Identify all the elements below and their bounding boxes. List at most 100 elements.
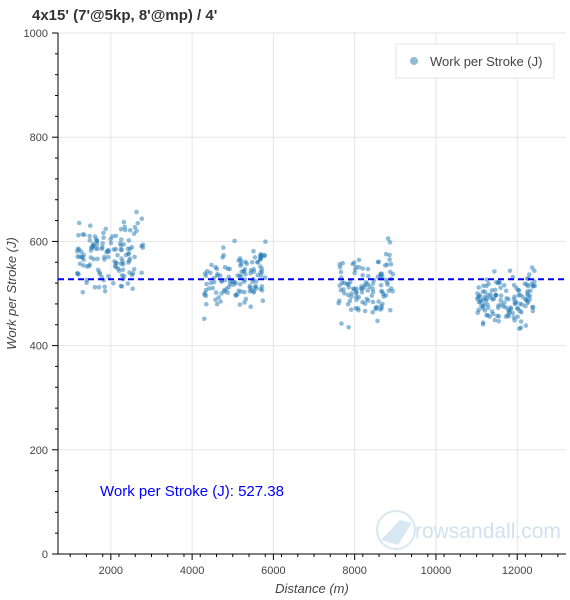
- data-point: [132, 224, 138, 230]
- data-point: [337, 298, 342, 304]
- data-point: [218, 299, 223, 304]
- data-point: [485, 302, 490, 307]
- data-point: [529, 265, 535, 270]
- data-point: [337, 283, 343, 288]
- data-point: [342, 280, 347, 286]
- data-point: [348, 307, 354, 313]
- data-point: [506, 313, 512, 319]
- data-point: [495, 313, 500, 319]
- data-point: [490, 297, 496, 302]
- data-point: [530, 308, 536, 314]
- data-point: [260, 298, 266, 304]
- data-point: [377, 307, 383, 312]
- data-point: [492, 269, 497, 274]
- data-point: [103, 226, 108, 232]
- data-point: [476, 285, 482, 290]
- data-point: [231, 282, 236, 288]
- data-point: [238, 263, 243, 268]
- data-point: [369, 293, 375, 298]
- x-tick-label: 6000: [261, 565, 285, 577]
- data-point: [489, 309, 495, 314]
- data-point: [493, 293, 499, 298]
- data-point: [132, 254, 137, 260]
- data-point: [367, 284, 372, 290]
- data-point: [529, 281, 534, 287]
- data-point: [378, 283, 384, 288]
- data-point: [512, 301, 518, 307]
- data-point: [354, 297, 359, 303]
- data-point: [527, 293, 533, 299]
- data-point: [478, 298, 484, 303]
- data-point: [101, 235, 106, 240]
- data-point: [362, 308, 368, 314]
- x-tick-label: 10000: [421, 565, 452, 577]
- legend-label: Work per Stroke (J): [430, 54, 542, 69]
- data-point: [384, 262, 390, 267]
- data-point: [222, 277, 228, 283]
- data-point: [481, 283, 486, 289]
- data-point: [226, 274, 232, 280]
- data-point: [247, 283, 252, 289]
- data-point: [259, 253, 264, 258]
- data-point: [263, 239, 268, 244]
- data-point: [375, 318, 380, 324]
- data-point: [122, 224, 127, 230]
- data-point: [249, 260, 255, 265]
- data-point: [102, 284, 107, 290]
- data-point: [504, 296, 509, 301]
- data-point: [216, 295, 221, 300]
- data-point: [80, 289, 86, 295]
- legend-box: [395, 43, 555, 79]
- data-point: [359, 290, 365, 295]
- data-point: [342, 291, 347, 296]
- data-point: [510, 274, 516, 280]
- legend[interactable]: Work per Stroke (J): [395, 43, 555, 79]
- data-point: [480, 322, 486, 327]
- scatter-points: [74, 209, 538, 332]
- data-point: [96, 284, 102, 290]
- data-point: [236, 288, 241, 294]
- data-point: [131, 267, 137, 272]
- data-point: [249, 287, 254, 293]
- data-point: [118, 247, 124, 252]
- data-point: [475, 295, 481, 300]
- y-tick-label: 600: [30, 236, 48, 248]
- data-point: [480, 289, 486, 294]
- data-point: [113, 246, 118, 252]
- data-point: [353, 306, 358, 311]
- data-point: [108, 236, 113, 242]
- data-point: [123, 252, 129, 258]
- data-point: [209, 262, 214, 268]
- data-point: [480, 304, 486, 309]
- data-point: [518, 319, 524, 324]
- data-point: [222, 265, 228, 270]
- data-point: [510, 311, 515, 316]
- data-point: [338, 269, 344, 275]
- data-point: [484, 277, 490, 283]
- data-point: [214, 301, 220, 307]
- data-point: [126, 238, 132, 243]
- watermark-text: rowsandall.com: [415, 520, 561, 543]
- data-point: [383, 251, 389, 257]
- data-point: [376, 299, 381, 304]
- data-point: [94, 242, 100, 247]
- data-point: [118, 261, 124, 267]
- data-point: [523, 323, 529, 328]
- data-point: [506, 307, 511, 312]
- data-point: [339, 321, 344, 326]
- data-point: [139, 270, 144, 276]
- data-point: [376, 259, 382, 265]
- data-point: [208, 270, 213, 276]
- data-point: [259, 288, 265, 293]
- data-point: [237, 281, 243, 287]
- data-point: [113, 233, 119, 239]
- data-point: [525, 283, 531, 289]
- data-point: [102, 288, 108, 294]
- data-point: [243, 259, 248, 265]
- data-point: [248, 304, 253, 310]
- data-point: [356, 264, 362, 270]
- data-point: [262, 275, 268, 281]
- data-point: [115, 252, 120, 258]
- data-point: [81, 257, 86, 263]
